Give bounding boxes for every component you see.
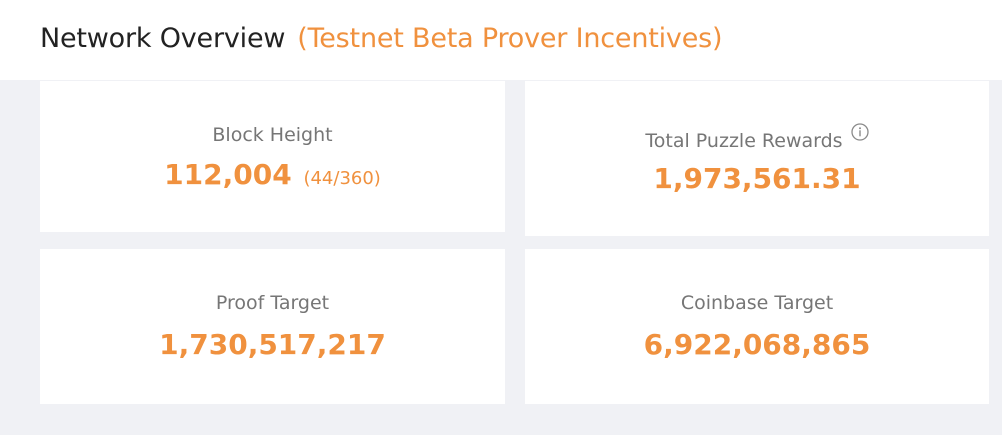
- block-height-value-row: 112,004 (44/360): [40, 157, 505, 197]
- block-height-value: 112,004: [164, 158, 292, 191]
- page-header: Network Overview (Testnet Beta Prover Inc…: [0, 0, 1002, 80]
- total-puzzle-rewards-card: Total Puzzle Rewards 1,973,561.31: [525, 81, 989, 236]
- page-title: Network Overview (Testnet Beta Prover Inc…: [40, 20, 723, 58]
- info-icon[interactable]: [850, 122, 869, 141]
- block-height-epoch-progress: (44/360): [303, 168, 381, 189]
- block-height-label: Block Height: [212, 124, 333, 146]
- total-puzzle-rewards-label: Total Puzzle Rewards: [645, 130, 843, 152]
- block-height-card: Block Height 112,004 (44/360): [40, 81, 505, 232]
- coinbase-target-card: Coinbase Target 6,922,068,865: [525, 249, 989, 404]
- total-puzzle-rewards-value: 1,973,561.31: [653, 162, 861, 195]
- total-puzzle-rewards-label-row: Total Puzzle Rewards: [525, 122, 989, 154]
- coinbase-target-value: 6,922,068,865: [643, 328, 871, 361]
- proof-target-value: 1,730,517,217: [159, 328, 386, 361]
- page-subtitle: (Testnet Beta Prover Incentives): [297, 23, 723, 54]
- stats-grid: Block Height 112,004 (44/360) Total Puzz…: [0, 80, 1002, 435]
- proof-target-card: Proof Target 1,730,517,217: [40, 249, 505, 404]
- proof-target-label: Proof Target: [215, 292, 330, 314]
- page-title-text: Network Overview: [40, 23, 286, 54]
- coinbase-target-label: Coinbase Target: [680, 292, 834, 314]
